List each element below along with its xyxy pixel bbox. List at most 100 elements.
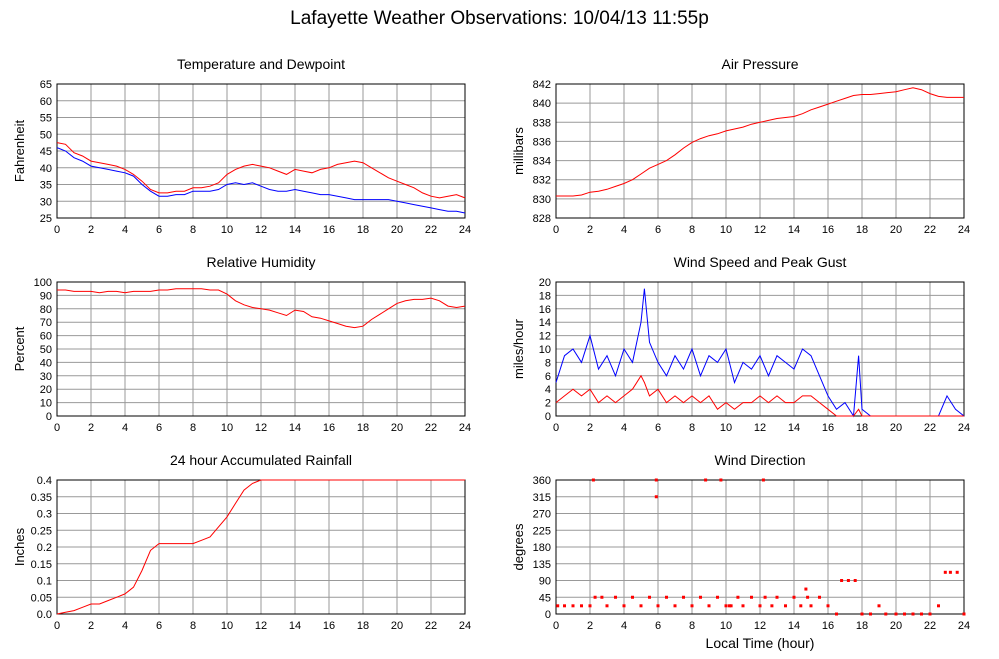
x-tick-label: 8 [190,620,196,632]
y-tick-label: 35 [40,180,52,192]
plot-frame [555,281,965,417]
chart-title: Air Pressure [721,56,798,72]
series-line [56,479,465,615]
y-tick-label: 0.1 [37,576,52,588]
y-tick-label: 834 [533,156,551,168]
y-tick-label: 832 [533,175,551,187]
data-point [770,604,774,608]
y-tick-label: 18 [539,290,551,302]
x-tick-label: 16 [323,224,335,236]
y-tick-label: 20 [40,384,52,396]
y-tick-label: 40 [40,357,52,369]
data-point [571,604,575,608]
y-tick-label: 270 [533,509,551,521]
plot-frame [555,83,965,219]
data-point [943,570,947,574]
data-point [600,595,604,599]
data-point [928,612,932,616]
data-point [806,595,810,599]
x-tick-label: 0 [54,422,60,434]
data-point [690,604,694,608]
data-point [877,604,881,608]
x-tick-label: 14 [289,224,301,236]
series-line [556,87,964,197]
data-point [955,570,959,574]
y-tick-label: 25 [40,213,52,225]
x-tick-label: 24 [958,620,970,632]
data-point [614,595,617,599]
y-tick-label: 90 [539,576,551,588]
y-tick-label: 0.3 [37,509,52,521]
y-tick-label: 45 [539,592,551,604]
y-tick-label: 0.35 [31,492,52,504]
x-tick-label: 0 [553,620,559,632]
data-point [818,595,821,599]
x-tick-label: 6 [655,422,661,434]
y-tick-label: 0.0 [37,609,52,621]
y-tick-label: 45 [40,146,52,158]
x-tick-label: 22 [924,224,936,236]
y-tick-label: 100 [34,277,52,289]
data-point [920,612,923,616]
x-tick-label: 12 [255,620,267,632]
x-tick-label: 16 [323,422,335,434]
y-tick-label: 180 [533,542,551,554]
x-tick-label: 2 [587,620,593,632]
x-tick-label: 2 [88,224,94,236]
y-tick-label: 135 [533,559,551,571]
x-tick-label: 24 [958,224,970,236]
y-tick-label: 30 [40,371,52,383]
data-point [605,604,609,608]
y-tick-label: 830 [533,194,551,206]
data-point [639,604,643,608]
y-axis-label: Fahrenheit [12,120,27,183]
y-tick-label: 225 [533,525,551,537]
data-point [588,604,592,608]
plot-frame [56,281,466,417]
x-tick-label: 18 [357,422,369,434]
data-point [665,595,668,599]
data-point [853,579,857,582]
data-point [761,478,765,482]
x-tick-label: 0 [54,620,60,632]
x-tick-label: 22 [425,620,437,632]
y-tick-label: 0 [545,411,551,423]
x-tick-label: 6 [655,224,661,236]
data-point [741,604,745,608]
x-tick-label: 8 [689,620,695,632]
x-tick-label: 14 [289,620,301,632]
page-title: Lafayette Weather Observations: 10/04/13… [290,8,709,29]
data-point [869,612,872,616]
y-tick-label: 360 [533,475,551,487]
data-point [911,612,915,616]
x-tick-label: 10 [720,620,732,632]
x-tick-label: 14 [289,422,301,434]
data-point [654,478,658,482]
y-tick-label: 6 [545,371,551,383]
plot-frame [555,479,965,615]
data-point [591,478,595,482]
y-tick-label: 50 [40,129,52,141]
y-axis-label: degrees [511,523,526,570]
x-tick-label: 4 [122,224,128,236]
x-tick-label: 20 [890,620,902,632]
x-tick-label: 8 [689,422,695,434]
x-tick-label: 12 [754,620,766,632]
y-tick-label: 70 [40,317,52,329]
y-tick-label: 12 [539,331,551,343]
plot-frame [56,83,466,219]
y-tick-label: 10 [40,398,52,410]
data-point [673,604,677,608]
series-line [56,147,466,214]
x-tick-label: 16 [323,620,335,632]
data-point [593,595,597,599]
y-axis-label: miles/hour [511,318,526,379]
y-tick-label: 0 [545,609,551,621]
x-tick-label: 0 [54,224,60,236]
x-tick-label: 8 [190,224,196,236]
x-tick-label: 12 [255,422,267,434]
x-tick-label: 18 [856,620,868,632]
data-point [580,604,583,608]
